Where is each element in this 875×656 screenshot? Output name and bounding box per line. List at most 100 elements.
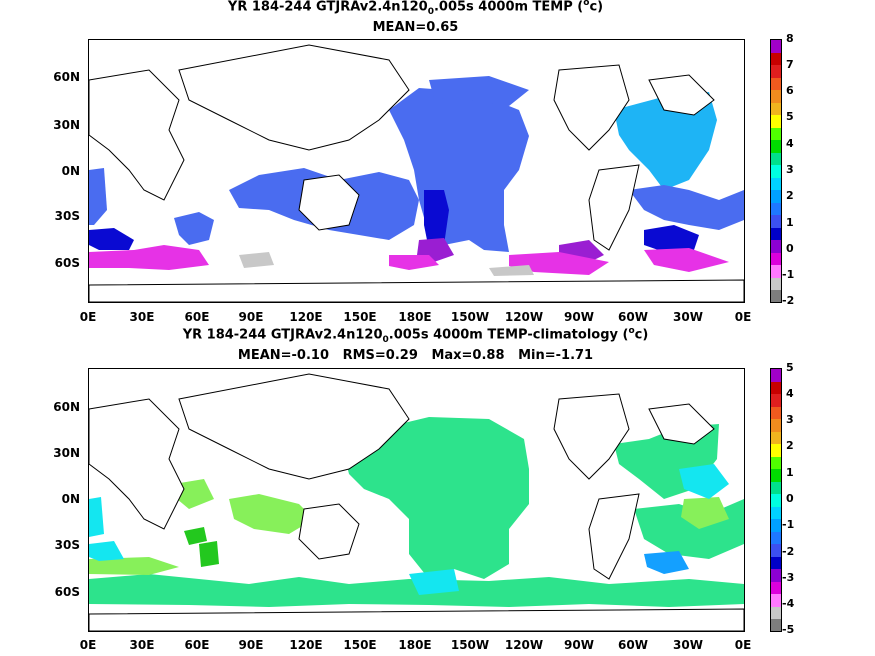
- top-fill-south-indian: [174, 212, 214, 245]
- top-lon-label: 90W: [564, 310, 594, 324]
- bottom-map: [89, 373, 744, 631]
- bottom-panel-title: YR 184-244 GTJRAv2.4n1200.005s 4000m TEM…: [88, 326, 743, 345]
- bottom-lon-label: 120E: [289, 638, 323, 652]
- top-cb-label: 0: [786, 242, 794, 255]
- title-middle: .005s 4000m TEMP (: [433, 0, 584, 15]
- bottom-lon-label: 150W: [450, 638, 490, 652]
- bot-fill-cyan-3: [409, 569, 459, 595]
- bot-fill-lightgreen-2: [174, 479, 214, 509]
- bottom-cb-label: 3: [786, 413, 794, 426]
- bottom-lon-label: 90W: [564, 638, 594, 652]
- top-lon-label: 150W: [450, 310, 490, 324]
- top-lon-label: 180E: [398, 310, 432, 324]
- top-lon-label: 0E: [79, 310, 97, 324]
- bottom-cb-label: 5: [786, 361, 794, 374]
- top-fill-magenta-2: [389, 255, 439, 270]
- top-cb-label: 7: [786, 58, 794, 71]
- bottom-lon-label: 30E: [129, 638, 155, 652]
- title-prefix: YR 184-244 GTJRAv2.4n120: [227, 0, 428, 15]
- bot-fill-lightgreen-3: [89, 557, 179, 575]
- top-panel-stats: MEAN=0.65: [372, 20, 459, 35]
- bottom-lon-label: 90E: [238, 638, 264, 652]
- bottom-cb-label: -2: [782, 545, 795, 558]
- top-coastlines: [89, 44, 744, 302]
- bottom-cb-label: 1: [786, 466, 794, 479]
- top-cb-label: 2: [786, 189, 794, 202]
- title-subscript: 0: [427, 6, 434, 17]
- top-lon-label: 150E: [343, 310, 377, 324]
- bottom-cb-label: 2: [786, 439, 794, 452]
- bottom-lon-label: 60W: [618, 638, 648, 652]
- top-lon-label: 30W: [673, 310, 703, 324]
- bottom-map-frame: [88, 368, 745, 632]
- top-lat-label: 30S: [54, 209, 80, 223]
- top-lon-label: 90E: [238, 310, 264, 324]
- top-fill-magenta-1: [89, 245, 209, 270]
- top-cb-label: 5: [786, 110, 794, 123]
- top-fill-dark-sa: [644, 225, 699, 252]
- title-prefix: YR 184-244 GTJRAv2.4n120: [182, 327, 383, 343]
- bottom-coastlines: [89, 373, 744, 631]
- bottom-lat-label: 30N: [53, 446, 80, 460]
- top-fill-west: [89, 168, 107, 225]
- bot-fill-blue-1: [644, 551, 689, 574]
- bottom-cb-label: -3: [782, 571, 795, 584]
- top-cb-label: -2: [782, 294, 795, 307]
- bot-fill-green-2: [199, 541, 219, 567]
- top-cb-label: 1: [786, 216, 794, 229]
- top-lon-label: 120E: [289, 310, 323, 324]
- bottom-lat-label: 30S: [54, 538, 80, 552]
- top-fill-north-pacific: [429, 76, 529, 106]
- top-lat-label: 60S: [54, 256, 80, 270]
- top-fill-gray-2: [489, 265, 534, 276]
- top-lat-label: 0N: [61, 164, 80, 178]
- top-fill-gray-1: [239, 252, 274, 268]
- top-lat-label: 30N: [53, 118, 80, 132]
- bottom-lat-label: 0N: [61, 492, 80, 506]
- top-lon-label: 120W: [504, 310, 544, 324]
- bot-fill-cyan-2: [89, 541, 124, 561]
- top-fill-magenta-4: [644, 248, 729, 272]
- top-cb-label: -1: [782, 268, 795, 281]
- bot-fill-cyan-1: [89, 497, 104, 537]
- bottom-lon-label: 30W: [673, 638, 703, 652]
- top-map-frame: [88, 39, 745, 303]
- top-cb-label: 4: [786, 137, 794, 150]
- top-colorbar: [770, 39, 782, 303]
- bottom-cb-label: -1: [782, 518, 795, 531]
- top-fill-atlantic: [614, 92, 717, 190]
- top-fill-dark-nz: [424, 190, 449, 250]
- bottom-lon-label: 120W: [504, 638, 544, 652]
- top-lon-label: 30E: [129, 310, 155, 324]
- top-lon-label: 60W: [618, 310, 648, 324]
- bot-fill-pacific: [344, 417, 529, 579]
- top-lon-label: 60E: [184, 310, 210, 324]
- top-fill-magenta-3: [509, 252, 609, 275]
- bottom-colorbar: [770, 368, 782, 632]
- bot-fill-southern: [89, 574, 744, 607]
- top-lon-label: 0E: [734, 310, 752, 324]
- top-fill-south-atlantic: [629, 185, 744, 230]
- bottom-lon-label: 0E: [734, 638, 752, 652]
- bottom-cb-label: 4: [786, 387, 794, 400]
- top-map: [89, 44, 744, 302]
- bottom-lon-label: 60E: [184, 638, 210, 652]
- bot-fill-lightgreen-1: [229, 494, 314, 534]
- bottom-lon-label: 150E: [343, 638, 377, 652]
- bot-fill-green-1: [184, 527, 207, 545]
- bottom-lon-label: 180E: [398, 638, 432, 652]
- title-end: c): [634, 327, 649, 343]
- top-fill-dark-sw: [89, 228, 134, 250]
- title-superscript: o: [628, 326, 635, 336]
- bottom-cb-label: -5: [782, 623, 795, 636]
- top-cb-label: 6: [786, 84, 794, 97]
- top-cb-label: 3: [786, 163, 794, 176]
- title-middle: .005s 4000m TEMP-climatology (: [388, 327, 629, 343]
- bottom-lat-label: 60S: [54, 585, 80, 599]
- bot-fill-lightgreen-4: [681, 497, 729, 529]
- bot-fill-cyan-4: [679, 464, 729, 499]
- top-cb-label: 8: [786, 32, 794, 45]
- bottom-lon-label: 0E: [79, 638, 97, 652]
- top-lat-label: 60N: [53, 70, 80, 84]
- bottom-cb-label: -4: [782, 597, 795, 610]
